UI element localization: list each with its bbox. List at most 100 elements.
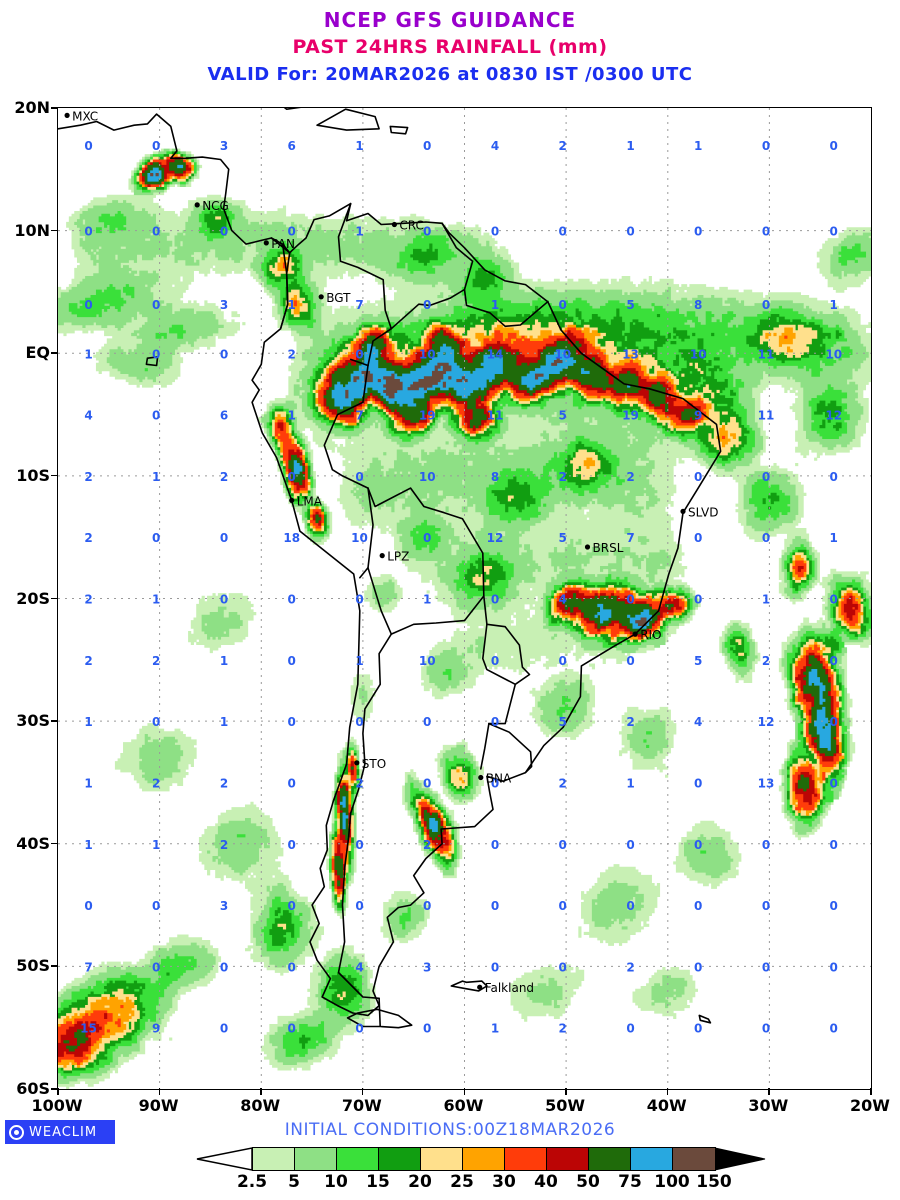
grid-value-label: 2 [559,139,567,153]
grid-value-label: 0 [626,654,634,668]
lon-tick-80W: 80W [240,1096,281,1115]
lon-tick-mark [870,1088,872,1095]
grid-value-label: 0 [152,531,160,545]
coastline-18 [145,356,159,367]
grid-value-label: 5 [694,654,702,668]
lat-tick-40S: 40S [16,833,50,853]
grid-value-labels: 0 0 3 6 1 0 4 2 1 1 0 00 0 0 0 1 0 0 0 0 0 0 00 0 3 1 7 0 1 0 5 8 0 11 0 0 2… [80,139,842,1036]
coastline-6 [337,633,393,1000]
grid-value-label: 2 [626,470,634,484]
lat-tick-EQ: EQ [25,343,50,363]
grid-value-label: 9 [694,409,702,423]
grid-value-label: 0 [355,593,363,607]
grid-value-label: 0 [830,838,838,852]
grid-value-label: 3 [423,960,431,974]
colorbar-cells [252,1147,716,1171]
grid-value-label: 2 [559,1022,567,1036]
grid-value-label: 0 [423,1022,431,1036]
lon-tick-100W: 100W [31,1096,83,1115]
city-marker-CRC [391,221,397,228]
lon-tick-mark [260,1088,262,1095]
grid-value-label: 2 [355,776,363,790]
grid-value-label: 0 [762,531,770,545]
grid-value-label: 12 [758,715,775,729]
weaclim-label: WEACLIM [29,1124,98,1140]
grid-value-label: 12 [487,531,504,545]
grid-value-label: 0 [152,298,160,312]
rainfall-shading-layer [58,148,871,1089]
lat-tick-mark [51,597,57,599]
city-label-STO: STO [362,757,386,771]
city-label-LPZ: LPZ [387,550,409,564]
grid-value-label: 11 [758,347,775,361]
coastline-17 [389,125,409,135]
city-marker-NCG [194,202,200,208]
grid-value-label: 0 [830,715,838,729]
lat-lon-gridlines [58,108,871,1089]
city-label-Falkland: Falkland [485,981,534,995]
grid-value-label: 5 [559,531,567,545]
rainfall-colorbar[interactable] [196,1147,766,1171]
grid-value-label: 13 [758,776,775,790]
grid-value-label: 1 [694,139,702,153]
grid-value-label: 0 [288,470,296,484]
coastline-12 [346,997,413,1029]
grid-value-label: 4 [355,960,363,974]
grid-value-label: 2 [288,347,296,361]
grid-value-label: 0 [288,1022,296,1036]
grid-value-label: 0 [694,899,702,913]
grid-value-label: 1 [355,225,363,239]
city-label-MXC: MXC [72,109,98,123]
grid-value-label: 8 [694,298,702,312]
coastline-14 [698,1014,712,1024]
grid-value-label: 0 [762,298,770,312]
colorbar-cell-9 [631,1148,673,1170]
grid-value-label: 0 [694,776,702,790]
grid-value-label: 1 [84,776,92,790]
grid-value-label: 0 [288,654,296,668]
colorbar-tick-15: 15 [366,1172,390,1192]
lat-tick-60S: 60S [16,1079,50,1098]
grid-value-label: 0 [423,225,431,239]
grid-value-label: 0 [559,838,567,852]
grid-value-label: 10 [419,470,436,484]
colorbar-tick-40: 40 [534,1172,558,1192]
grid-value-label: 11 [487,409,504,423]
city-marker-BNA [478,774,484,781]
lon-tick-90W: 90W [138,1096,179,1115]
coastline-16 [316,108,380,131]
grid-value-label: 0 [220,593,228,607]
colorbar-cell-4 [421,1148,463,1170]
grid-value-label: 0 [152,899,160,913]
grid-value-label: 0 [220,531,228,545]
grid-value-label: 12 [825,409,842,423]
lon-tick-30W: 30W [748,1096,789,1115]
grid-value-label: 0 [220,225,228,239]
grid-value-label: 0 [491,899,499,913]
grid-value-label: 0 [830,139,838,153]
grid-value-label: 2 [152,776,160,790]
coastline-11 [488,722,533,774]
colorbar-cell-10 [673,1148,715,1170]
grid-value-label: 0 [491,838,499,852]
grid-value-label: 0 [830,593,838,607]
grid-value-label: 0 [762,225,770,239]
colorbar-tick-5: 5 [288,1172,300,1192]
grid-value-label: 0 [423,776,431,790]
coastline-9 [441,222,474,291]
grid-value-label: 3 [220,298,228,312]
initial-conditions-text: INITIAL CONDITIONS:00Z18MAR2026 [284,1120,616,1140]
grid-value-label: 1 [152,593,160,607]
subtitle-valid-time: VALID For: 20MAR2026 at 0830 IST /0300 U… [207,64,693,85]
city-marker-SLVD [680,508,686,514]
grid-value-label: 2 [626,715,634,729]
grid-value-label: 0 [694,531,702,545]
weaclim-logo-badge[interactable]: WEACLIM [5,1120,115,1144]
grid-value-label: 1 [152,470,160,484]
grid-value-label: 2 [762,654,770,668]
grid-value-label: 0 [559,899,567,913]
city-marker-STO [354,760,360,766]
grid-value-label: 1 [830,298,838,312]
city-label-RIO: RIO [640,628,661,642]
